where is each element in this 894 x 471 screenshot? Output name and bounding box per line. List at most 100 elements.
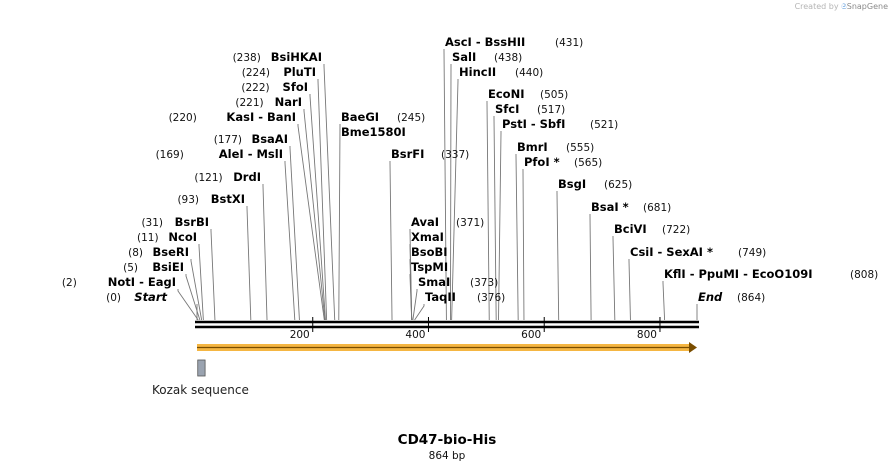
site-kfli-ppumi-ecoo109i-name[interactable]: KflI - PpuMI - EcoO109I bbox=[664, 267, 812, 281]
site-pluti-name[interactable]: PluTI bbox=[283, 65, 316, 79]
site-bsaai-name[interactable]: BsaAI bbox=[251, 132, 288, 146]
snapgene-logo-icon: 𝔖 bbox=[841, 2, 847, 11]
credit-prefix: Created by bbox=[794, 2, 839, 11]
site-smai-name[interactable]: SmaI bbox=[418, 275, 450, 289]
site-sfci-name[interactable]: SfcI bbox=[495, 102, 519, 116]
site-bsobi-name[interactable]: BsoBI bbox=[411, 245, 448, 259]
site-bmri-position: (555) bbox=[566, 142, 594, 154]
site-bmri-name[interactable]: BmrI bbox=[517, 140, 548, 154]
site-csii-sexai-line bbox=[628, 259, 631, 321]
kozak-box[interactable] bbox=[197, 359, 206, 377]
site-asci-bsshii-position: (431) bbox=[555, 37, 583, 49]
site-bstxi-name[interactable]: BstXI bbox=[211, 192, 245, 206]
site-bsihkai-name[interactable]: BsiHKAI bbox=[271, 50, 322, 64]
site-bsai-name[interactable]: BsaI * bbox=[591, 200, 629, 214]
site-kasi-bani-line bbox=[297, 124, 325, 321]
site-bsrbi-position: (31) bbox=[141, 217, 163, 229]
site-sfoi-name[interactable]: SfoI bbox=[283, 80, 308, 94]
orf-arrow-head bbox=[689, 342, 697, 353]
site-labels: Start (0) NotI - EagI (2) BsiEI (5) BseRI (8) Nc… bbox=[62, 35, 878, 304]
site-econi-line bbox=[486, 101, 490, 321]
site-bseri-position: (8) bbox=[128, 247, 143, 259]
site-sali-position: (438) bbox=[494, 52, 522, 64]
site-hincii-name[interactable]: HincII bbox=[459, 65, 496, 79]
site-bsrfi-name[interactable]: BsrFI bbox=[391, 147, 424, 161]
site-sfci-position: (517) bbox=[537, 104, 565, 116]
site-pfoi-name[interactable]: PfoI * bbox=[524, 155, 560, 169]
map-length: 864 bp bbox=[429, 450, 466, 462]
site-noti-eagi-name[interactable]: NotI - EagI bbox=[108, 275, 176, 289]
site-xmai-name[interactable]: XmaI bbox=[411, 230, 444, 244]
snapgene-credit: Created by 𝔖SnapGene bbox=[795, 2, 888, 12]
site-psti-sbfi-position: (521) bbox=[590, 119, 618, 131]
site-drdi-name[interactable]: DrdI bbox=[233, 170, 261, 184]
site-kfli-ppumi-ecoo109i-line bbox=[662, 281, 666, 321]
site-sali-line bbox=[450, 64, 452, 321]
ruler-tick-label: 400 bbox=[405, 329, 425, 341]
site-sfci-line bbox=[493, 116, 497, 321]
site-avai-position: (371) bbox=[456, 217, 484, 229]
site-ncoi-line bbox=[198, 244, 204, 321]
site-bmri-line bbox=[515, 154, 519, 321]
site-bseri-line bbox=[190, 259, 203, 321]
site-bsrbi-name[interactable]: BsrBI bbox=[175, 215, 209, 229]
site-ncoi-position: (11) bbox=[137, 232, 159, 244]
site-avai-name[interactable]: AvaI bbox=[411, 215, 439, 229]
site-ncoi-name[interactable]: NcoI bbox=[168, 230, 197, 244]
ruler-ticks: 200 400 600 800 bbox=[290, 317, 661, 341]
site-bsaai-line bbox=[289, 146, 300, 321]
site-noti-eagi-line bbox=[177, 289, 199, 321]
site-asci-bsshii-name[interactable]: AscI - BssHII bbox=[445, 35, 525, 49]
map-title: CD47-bio-His bbox=[398, 432, 497, 448]
site-econi-position: (505) bbox=[540, 89, 568, 101]
site-nari-position: (221) bbox=[235, 97, 263, 109]
site-asci-bsshii-line bbox=[443, 49, 447, 321]
site-psti-sbfi-line bbox=[498, 131, 502, 321]
site-bsgi-name[interactable]: BsgI bbox=[558, 177, 586, 191]
site-psti-sbfi-name[interactable]: PstI - SbfI bbox=[502, 117, 565, 131]
site-sfoi-line bbox=[309, 94, 326, 321]
site-bcivi-name[interactable]: BciVI bbox=[614, 222, 647, 236]
site-pluti-position: (224) bbox=[242, 67, 270, 79]
site-drdi-line bbox=[262, 184, 268, 321]
site-bsiei-name[interactable]: BsiEI bbox=[152, 260, 184, 274]
site-bsaai-position: (177) bbox=[214, 134, 242, 146]
site-bstxi-position: (93) bbox=[177, 194, 199, 206]
site-bme1580i-name[interactable]: Bme1580I bbox=[341, 125, 406, 139]
site-alei-msli-position: (169) bbox=[156, 149, 184, 161]
site-end-name[interactable]: End bbox=[698, 290, 723, 304]
site-bsrfi-position: (337) bbox=[441, 149, 469, 161]
site-bsrfi-line bbox=[389, 161, 393, 321]
site-tspmi-name[interactable]: TspMI bbox=[411, 260, 448, 274]
site-taqii-position: (376) bbox=[477, 292, 505, 304]
site-csii-sexai-name[interactable]: CsiI - SexAI * bbox=[630, 245, 713, 259]
site-smai-line bbox=[412, 289, 418, 321]
site-lines bbox=[177, 49, 698, 321]
site-alei-msli-name[interactable]: AleI - MslI bbox=[219, 147, 283, 161]
site-smai-position: (373) bbox=[470, 277, 498, 289]
site-bsgi-line bbox=[556, 191, 560, 321]
site-start-position: (0) bbox=[106, 292, 121, 304]
site-kasi-bani-position: (220) bbox=[169, 112, 197, 124]
site-taqii-line bbox=[414, 304, 425, 321]
site-bcivi-position: (722) bbox=[662, 224, 690, 236]
site-bseri-name[interactable]: BseRI bbox=[152, 245, 189, 259]
site-nari-name[interactable]: NarI bbox=[275, 95, 302, 109]
site-taqii-name[interactable]: TaqII bbox=[425, 290, 456, 304]
site-kasi-bani-name[interactable]: KasI - BanI bbox=[226, 110, 296, 124]
site-baegi-name[interactable]: BaeGI bbox=[341, 110, 379, 124]
site-end-position: (864) bbox=[737, 292, 765, 304]
site-sfoi-position: (222) bbox=[241, 82, 269, 94]
site-pluti-line bbox=[317, 79, 328, 321]
site-sali-name[interactable]: SalI bbox=[452, 50, 476, 64]
sequence-backbone bbox=[195, 320, 699, 329]
site-start-name[interactable]: Start bbox=[134, 290, 167, 304]
site-pfoi-position: (565) bbox=[574, 157, 602, 169]
feature-track: Kozak sequence bbox=[152, 342, 697, 397]
site-bsgi-position: (625) bbox=[604, 179, 632, 191]
site-bsiei-position: (5) bbox=[123, 262, 138, 274]
site-baegi-line bbox=[338, 124, 341, 321]
site-bsihkai-position: (238) bbox=[233, 52, 261, 64]
site-econi-name[interactable]: EcoNI bbox=[488, 87, 524, 101]
